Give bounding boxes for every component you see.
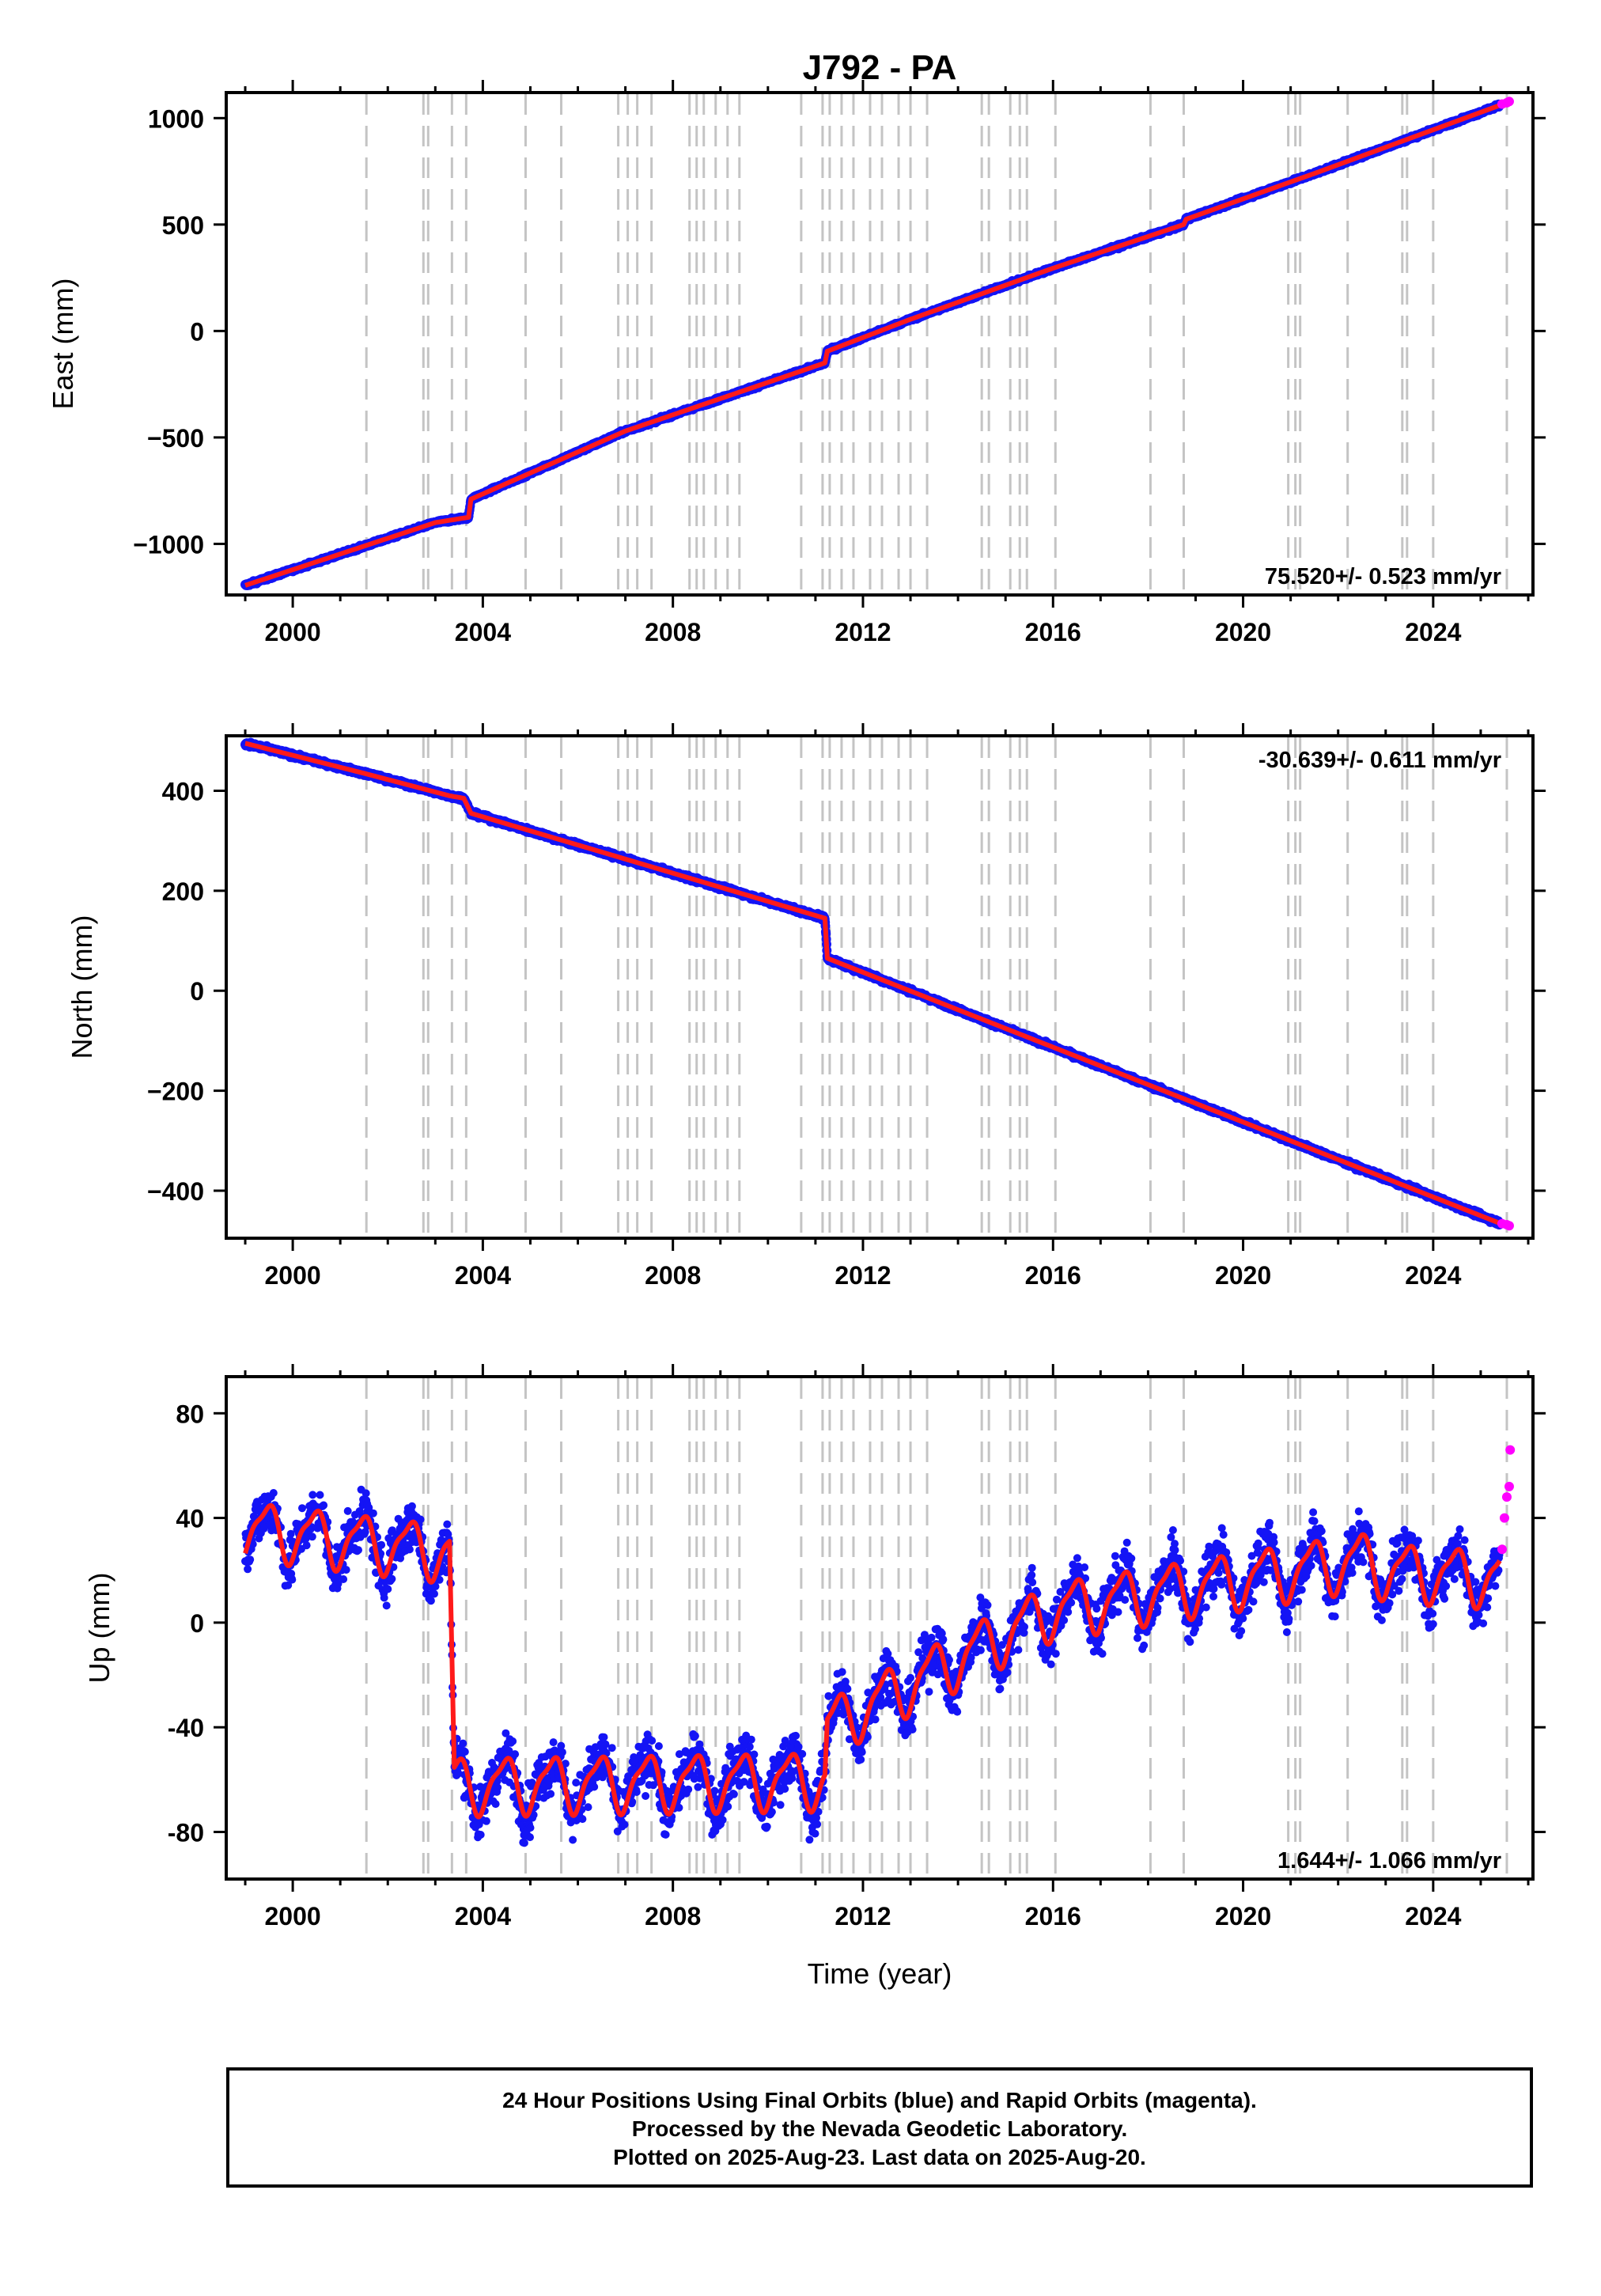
x-tick-label: 2024: [1405, 618, 1461, 646]
rapid-orbit-points: [1497, 97, 1514, 109]
x-tick-label: 2004: [455, 618, 511, 646]
x-tick-label: 2008: [645, 618, 701, 646]
final-orbit-points: [240, 737, 1504, 1229]
rapid-orbit-point: [1504, 97, 1514, 107]
east-panel: 2000 2004 2008 2012 2016 2020 2024 1000 500 0 −500…: [47, 80, 1546, 646]
chart-title: J792 - PA: [803, 48, 957, 87]
event-lines: [365, 94, 1508, 593]
y-tick-label: 1000: [148, 104, 204, 133]
x-tick-label: 2012: [835, 618, 891, 646]
north-panel: 2000 2004 2008 2012 2016 2020 20244002000−200−…: [66, 723, 1546, 1290]
y-tick-label: −1000: [133, 530, 204, 559]
y-tick-label: 0: [190, 317, 204, 346]
x-tick-label: 2000: [265, 618, 321, 646]
x-tick-label: 2016: [1025, 618, 1081, 646]
y-axis-label: East (mm): [47, 278, 79, 410]
y-tick-label: −500: [147, 424, 204, 453]
x-tick-label: 2020: [1215, 618, 1271, 646]
y-tick-label: 500: [162, 211, 204, 240]
velocity-label: 75.520+/- 0.523 mm/yr: [1265, 564, 1501, 589]
